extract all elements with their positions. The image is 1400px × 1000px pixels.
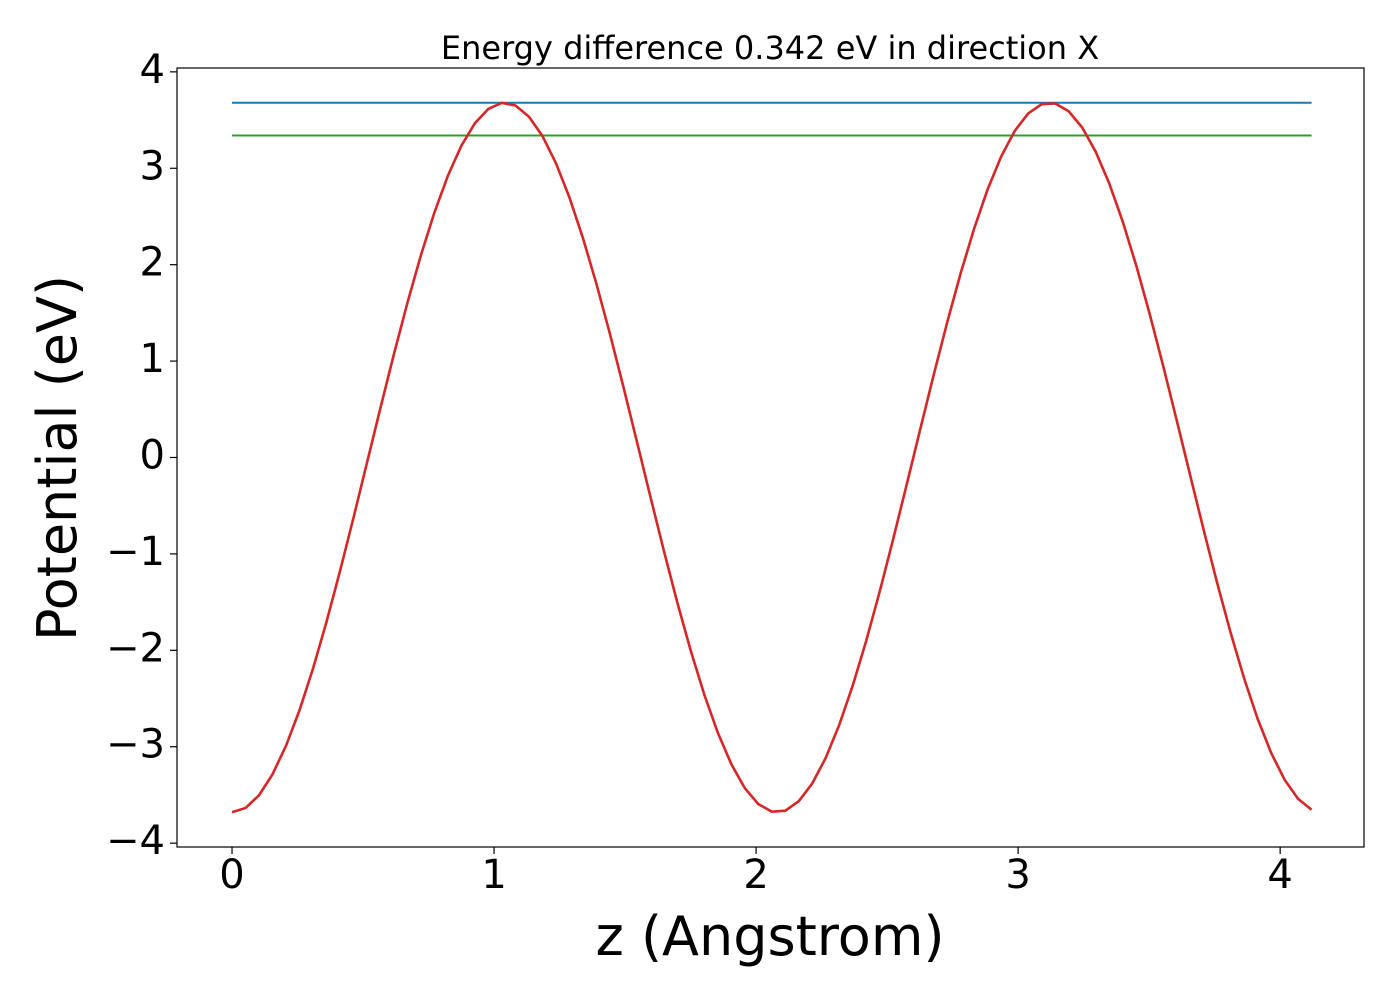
x-tick-label: 1 bbox=[481, 852, 506, 898]
x-axis-label: z (Angstrom) bbox=[595, 905, 944, 968]
y-axis-label: Potential (eV) bbox=[26, 275, 89, 641]
y-tick-label: −3 bbox=[106, 722, 165, 768]
plot-area bbox=[176, 67, 1365, 848]
x-axis: 0 1 2 3 4 bbox=[219, 847, 1293, 898]
series-line-3 bbox=[231, 101, 1313, 814]
x-tick-label: 2 bbox=[743, 852, 768, 898]
y-tick-label: 2 bbox=[140, 240, 165, 286]
x-tick-label: 3 bbox=[1005, 852, 1030, 898]
y-tick-label: 0 bbox=[140, 433, 165, 479]
series-layer bbox=[231, 101, 1313, 814]
y-axis: −4 −3 −2 −1 0 1 2 3 4 bbox=[106, 47, 177, 864]
x-tick-label: 4 bbox=[1267, 852, 1292, 898]
y-tick-label: 3 bbox=[140, 143, 165, 189]
y-tick-label: −2 bbox=[106, 625, 165, 671]
y-tick-label: 1 bbox=[140, 336, 165, 382]
y-tick-label: −4 bbox=[106, 818, 165, 864]
chart-title: Energy difference 0.342 eV in direction … bbox=[441, 29, 1099, 67]
x-tick-label: 0 bbox=[219, 852, 244, 898]
y-tick-label: −1 bbox=[106, 529, 165, 575]
y-tick-label: 4 bbox=[140, 47, 165, 93]
